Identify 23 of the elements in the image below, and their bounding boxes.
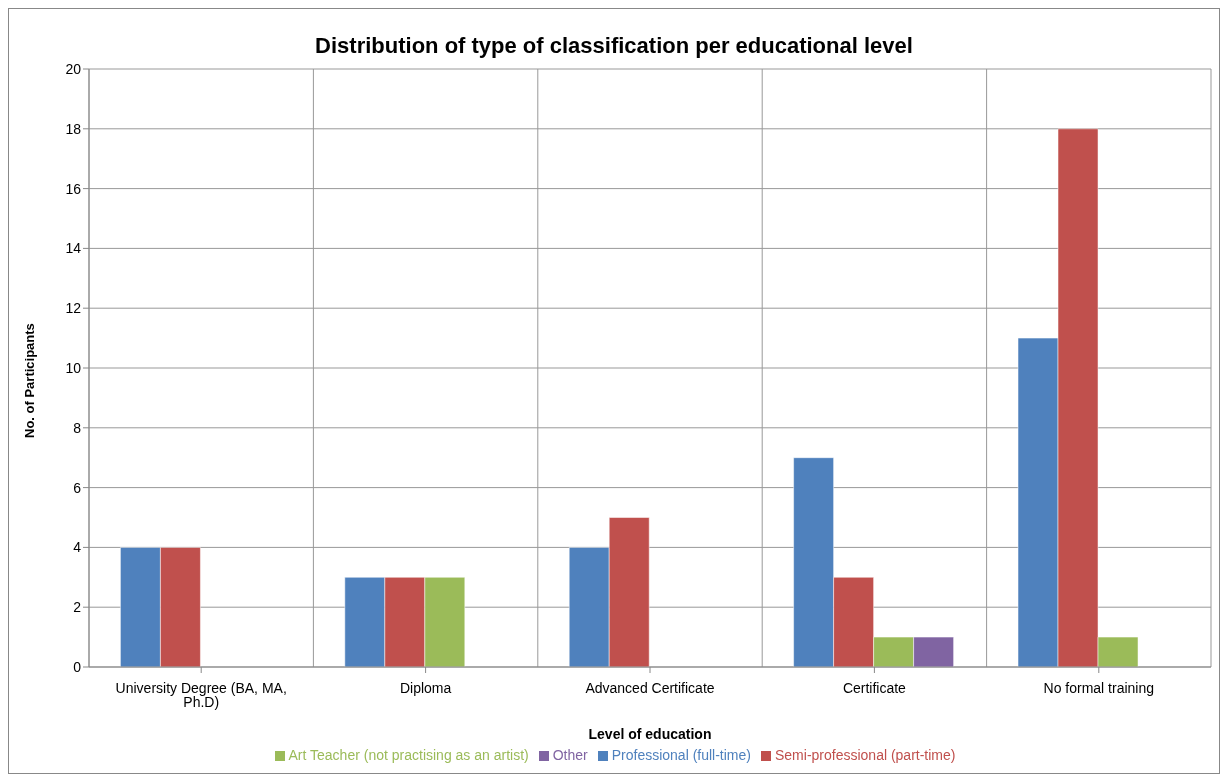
legend-label: Professional (full-time) (611, 747, 751, 763)
y-tick-label: 2 (73, 599, 82, 616)
y-tick-label: 6 (73, 479, 82, 496)
y-tick-label: 0 (73, 658, 82, 675)
y-tick-label: 16 (65, 180, 82, 197)
x-tick-label: University Degree (BA, MA, Ph.D) (115, 679, 287, 710)
y-tick-label: 4 (73, 539, 82, 556)
y-tick-label: 20 (65, 60, 82, 77)
x-tick-label: No formal training (1043, 679, 1155, 696)
chart-title: Distribution of type of classification per educational level (314, 33, 914, 59)
y-tick-label: 8 (73, 419, 82, 436)
y-tick-label: 12 (65, 300, 82, 317)
x-axis-title: Level of education (588, 726, 712, 742)
legend-label: Other (552, 747, 588, 763)
y-tick-label: 14 (65, 240, 82, 257)
x-tick-label: Advanced Certificate (585, 679, 715, 696)
y-axis-title: No. of Participants (21, 323, 37, 438)
x-tick-label: Diploma (399, 679, 452, 696)
legend-label: Semi-professional (part-time) (774, 747, 956, 763)
y-tick-label: 10 (65, 359, 82, 376)
x-tick-label: Certificate (842, 679, 907, 696)
legend-label: Art Teacher (not practising as an artist) (288, 747, 529, 763)
y-tick-label: 18 (65, 120, 82, 137)
